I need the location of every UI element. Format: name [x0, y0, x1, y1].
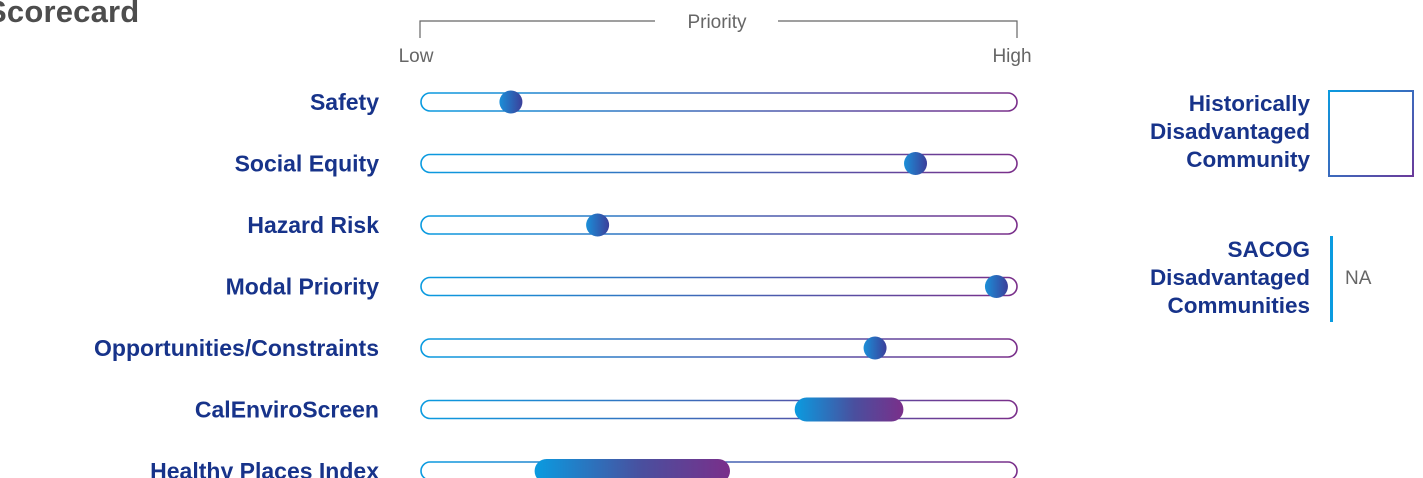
row-label: CalEnviroScreen	[195, 397, 379, 423]
row-label: Social Equity	[235, 151, 380, 177]
axis-bracket-right	[778, 20, 1018, 38]
sacog-label-line: Disadvantaged	[1149, 265, 1310, 290]
priority-axis: Priority Low High	[399, 12, 1032, 67]
sacog-divider	[1330, 236, 1333, 322]
axis-bracket-left	[419, 20, 655, 38]
hdc-label-line: Disadvantaged	[1149, 119, 1310, 144]
axis-low-label: Low	[399, 46, 434, 67]
priority-marker	[904, 152, 928, 175]
priority-track	[420, 399, 1018, 420]
priority-track	[420, 215, 1018, 235]
priority-track	[420, 338, 1018, 358]
axis-title: Priority	[687, 12, 747, 33]
sacog-value: NA	[1345, 268, 1372, 289]
sacog-label-line: Communities	[1167, 293, 1310, 318]
hdc-label-line: Community	[1186, 147, 1310, 172]
chart-rows: Safety Social Equity Hazard Risk Modal Prio…	[94, 89, 1018, 478]
priority-marker	[863, 336, 887, 360]
sacog-disadvantaged-label: SACOG Disadvantaged Communities	[1040, 236, 1310, 320]
row-label: Opportunities/Constraints	[94, 335, 379, 361]
row-label: Hazard Risk	[247, 212, 379, 238]
row-label: Healthy Places Index	[150, 458, 379, 478]
row-label: Safety	[310, 89, 379, 115]
priority-marker	[586, 213, 610, 237]
historically-disadvantaged-checkbox	[1328, 90, 1414, 177]
historically-disadvantaged-label: Historically Disadvantaged Community	[1040, 90, 1310, 174]
page-title: Scorecard	[0, 0, 140, 29]
priority-chart: Priority Low High Safety Social Equity Haz…	[94, 12, 1032, 478]
priority-track	[420, 276, 1018, 297]
priority-marker	[984, 275, 1008, 298]
priority-marker	[499, 90, 523, 114]
priority-track	[420, 153, 1018, 174]
sacog-label-line: SACOG	[1227, 237, 1310, 262]
hdc-label-line: Historically	[1188, 91, 1310, 116]
row-label: Modal Priority	[226, 274, 380, 300]
priority-range-bar	[534, 459, 730, 478]
axis-high-label: High	[992, 46, 1031, 67]
priority-range-bar	[794, 397, 904, 422]
priority-track	[420, 92, 1018, 112]
